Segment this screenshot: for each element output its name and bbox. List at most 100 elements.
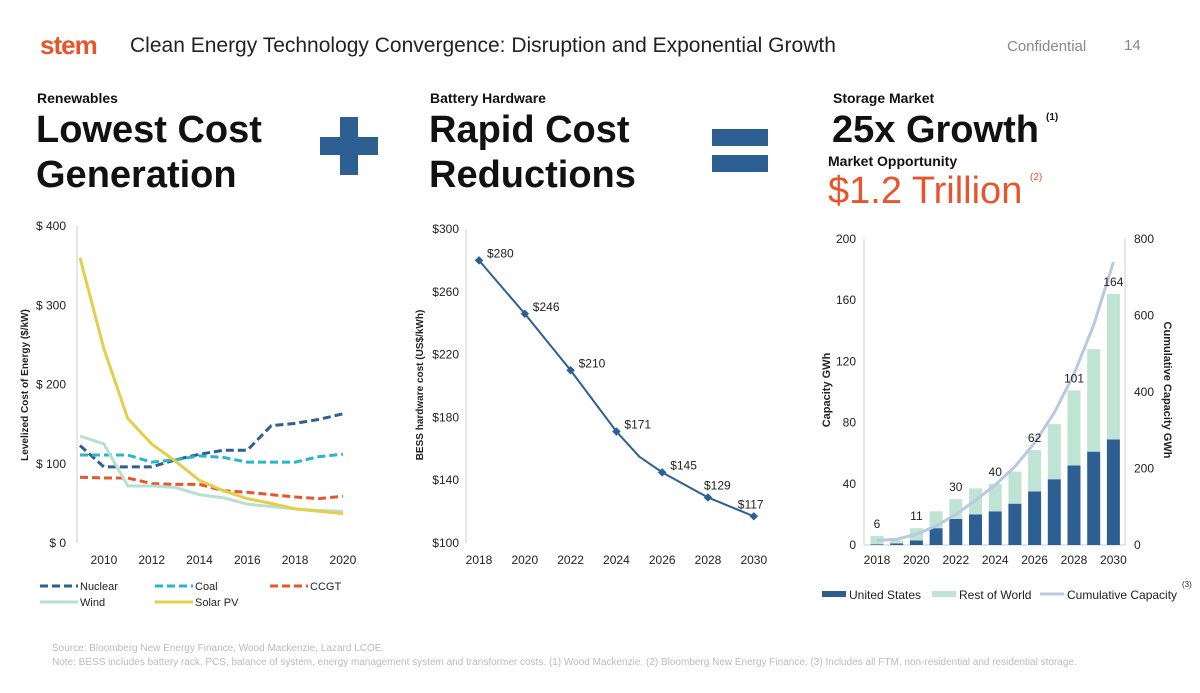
x-tick-label: 2030 bbox=[740, 553, 767, 567]
bar-united-states bbox=[929, 528, 943, 545]
data-label: 11 bbox=[910, 509, 923, 523]
series-line-nuclear bbox=[78, 412, 344, 469]
legend-footnote: (3) bbox=[1182, 580, 1192, 589]
y2-axis-title: Cumulative Capacity GWh bbox=[1161, 322, 1173, 459]
data-label: $280 bbox=[487, 246, 514, 260]
data-point bbox=[612, 427, 621, 436]
x-tick-label: 2028 bbox=[1061, 553, 1088, 567]
market-value: $1.2 Trillion bbox=[828, 170, 1023, 212]
battery-headline-2: Reductions bbox=[429, 154, 636, 196]
y-tick-label: $ 200 bbox=[36, 378, 66, 392]
y-tick-label: 200 bbox=[836, 232, 856, 246]
renewables-section: Renewables bbox=[37, 90, 118, 106]
y2-tick-label: 0 bbox=[1134, 538, 1141, 552]
bar-rest-of-world bbox=[1008, 471, 1022, 504]
data-label: 30 bbox=[949, 480, 963, 494]
footnote: Note: BESS includes battery rack, PCS, b… bbox=[52, 657, 1077, 668]
y2-tick-label: 800 bbox=[1134, 232, 1154, 246]
y-tick-label: 0 bbox=[849, 538, 856, 552]
market-opportunity-label: Market Opportunity bbox=[828, 153, 958, 169]
y-tick-label: $180 bbox=[432, 410, 459, 424]
y-tick-label: $ 400 bbox=[36, 219, 66, 233]
storage-headline: 25x Growth bbox=[832, 109, 1039, 151]
series-line-solar-pv bbox=[78, 257, 344, 516]
equals-icon-bottom bbox=[712, 155, 768, 172]
legend-label: Wind bbox=[80, 597, 105, 609]
y-tick-label: $100 bbox=[432, 536, 459, 550]
plus-icon-vertical bbox=[340, 117, 358, 175]
legend-label: CCGT bbox=[310, 581, 341, 593]
x-tick-label: 2012 bbox=[138, 553, 165, 567]
bar-united-states bbox=[1067, 465, 1081, 545]
x-tick-label: 2018 bbox=[864, 553, 891, 567]
headline-footnote: (1) bbox=[1046, 112, 1059, 123]
bar-united-states bbox=[870, 544, 884, 545]
series-line-wind bbox=[79, 434, 343, 513]
data-label: $145 bbox=[670, 458, 697, 472]
legend-swatch bbox=[932, 591, 956, 597]
bar-united-states bbox=[949, 518, 963, 545]
confidential-label: Confidential bbox=[1007, 38, 1087, 55]
bar-rest-of-world bbox=[988, 483, 1002, 512]
legend-label: Coal bbox=[195, 581, 218, 593]
x-tick-label: 2026 bbox=[1021, 553, 1048, 567]
value-footnote: (2) bbox=[1030, 172, 1043, 183]
data-point bbox=[474, 256, 484, 265]
data-label: 164 bbox=[1103, 275, 1123, 289]
data-label: $246 bbox=[533, 300, 560, 314]
cost-line bbox=[478, 259, 755, 518]
x-tick-label: 2010 bbox=[91, 553, 118, 567]
data-point bbox=[657, 468, 667, 477]
x-tick-label: 2018 bbox=[466, 553, 493, 567]
bar-united-states bbox=[909, 540, 923, 545]
y-tick-label: $140 bbox=[432, 473, 459, 487]
bar-rest-of-world bbox=[890, 540, 904, 544]
battery-headline-1: Rapid Cost bbox=[429, 109, 630, 151]
bar-rest-of-world bbox=[1028, 450, 1042, 492]
x-tick-label: 2022 bbox=[557, 553, 584, 567]
y2-tick-label: 200 bbox=[1134, 462, 1154, 476]
legend-swatch bbox=[822, 591, 846, 597]
x-tick-label: 2030 bbox=[1100, 553, 1127, 567]
data-point bbox=[703, 493, 713, 502]
x-tick-label: 2026 bbox=[649, 553, 676, 567]
bar-united-states bbox=[1028, 491, 1042, 545]
bar-rest-of-world bbox=[1047, 424, 1061, 480]
data-point bbox=[749, 512, 759, 521]
data-label: 6 bbox=[874, 517, 881, 531]
bar-rest-of-world bbox=[1087, 349, 1101, 452]
data-label: $117 bbox=[738, 497, 764, 511]
y-tick-label: $300 bbox=[432, 222, 459, 236]
x-tick-label: 2022 bbox=[942, 553, 969, 567]
legend-label: Solar PV bbox=[195, 597, 239, 609]
x-tick-label: 2024 bbox=[982, 553, 1009, 567]
bar-united-states bbox=[1087, 451, 1101, 545]
cumulative-capacity-line bbox=[876, 261, 1115, 542]
y-axis-title: Levelized Cost of Energy ($/kW) bbox=[20, 309, 31, 461]
bar-united-states bbox=[1008, 503, 1022, 545]
data-label: 40 bbox=[989, 465, 1003, 479]
series-line-coal bbox=[80, 452, 344, 464]
x-tick-label: 2018 bbox=[282, 553, 309, 567]
y-tick-label: $ 100 bbox=[36, 457, 66, 471]
bar-united-states bbox=[890, 543, 904, 545]
y-tick-label: 80 bbox=[843, 416, 857, 430]
data-label: 101 bbox=[1064, 371, 1084, 385]
storage-section: Storage Market bbox=[833, 90, 935, 106]
y-tick-label: $220 bbox=[432, 348, 459, 362]
bar-united-states bbox=[969, 514, 982, 545]
x-tick-label: 2014 bbox=[186, 553, 213, 567]
data-label: $129 bbox=[704, 478, 731, 492]
x-tick-label: 2028 bbox=[695, 553, 722, 567]
bar-united-states bbox=[988, 511, 1002, 545]
y-tick-label: $260 bbox=[432, 285, 459, 299]
bar-rest-of-world bbox=[949, 499, 963, 519]
bar-united-states bbox=[1047, 479, 1061, 545]
y2-tick-label: 400 bbox=[1134, 385, 1154, 399]
legend-label: Rest of World bbox=[959, 588, 1031, 602]
stem-logo: stem bbox=[40, 30, 98, 60]
legend-label: Nuclear bbox=[80, 581, 118, 593]
equals-icon bbox=[712, 129, 768, 146]
y-tick-label: $ 300 bbox=[36, 298, 66, 312]
